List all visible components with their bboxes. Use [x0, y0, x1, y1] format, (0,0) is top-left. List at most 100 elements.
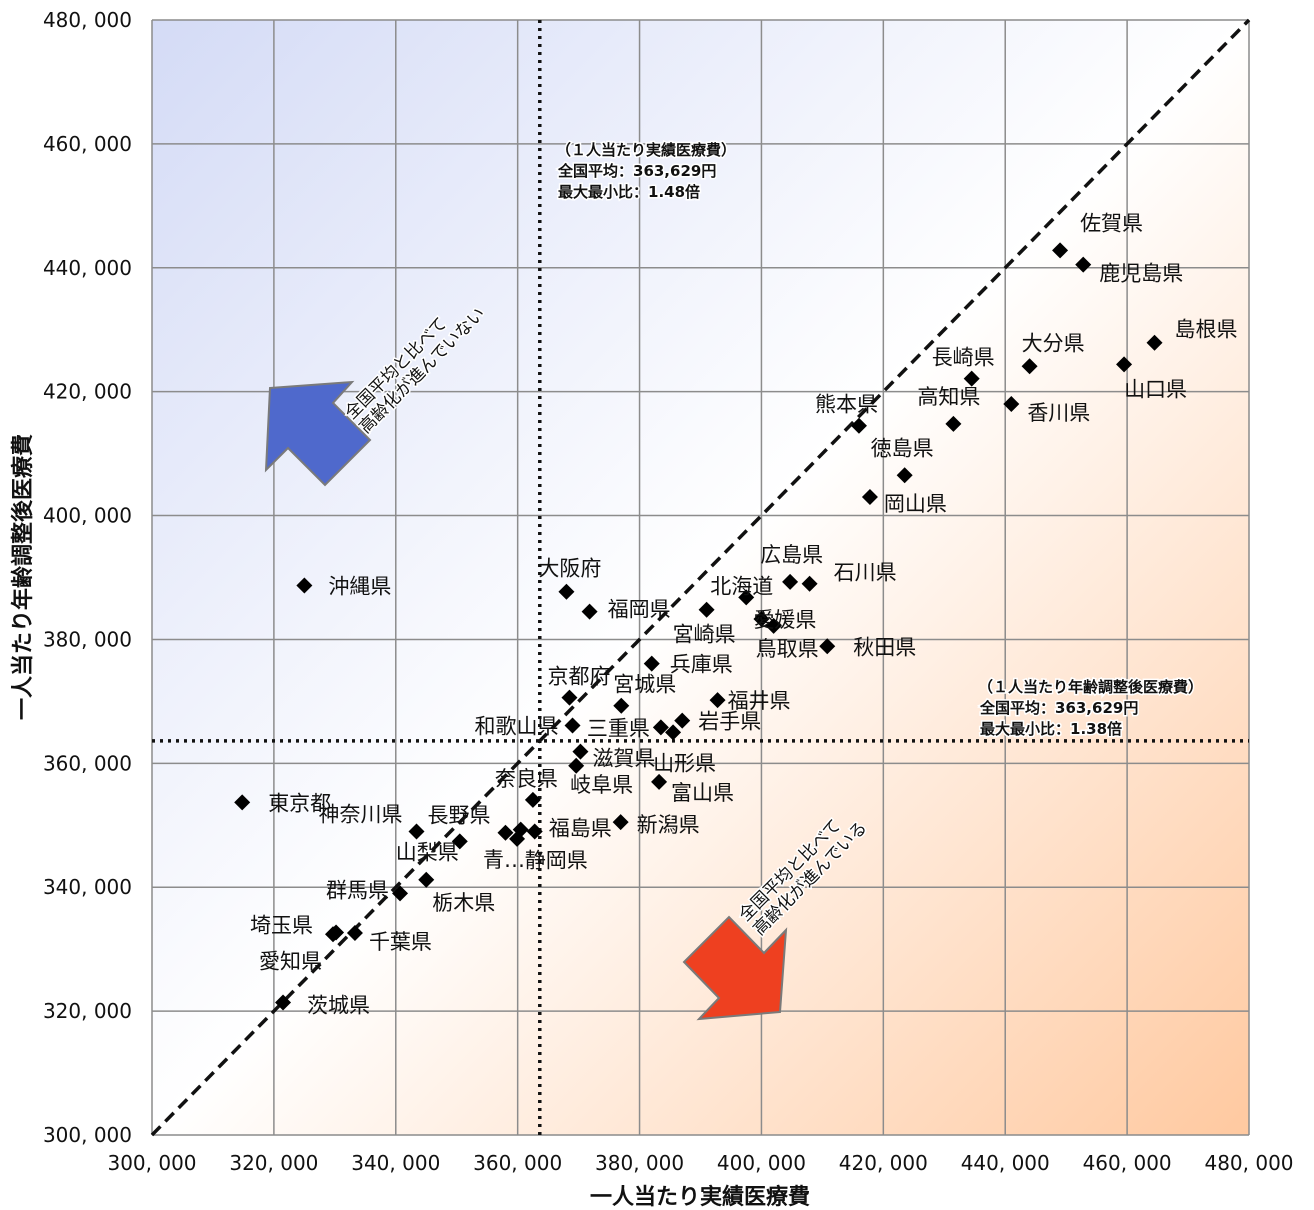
diagonal-reference-line: [150, 18, 1251, 1137]
x-mean-annotation-ratio: 最大最小比：1.48倍: [558, 183, 700, 201]
y-axis-title: 一人当たり年齢調整後医療費: [10, 434, 36, 720]
data-point-label: 静岡県: [525, 849, 588, 873]
y-mean-annotation-ratio: 最大最小比：1.38倍: [980, 720, 1122, 738]
y-tick-label: 340, 000: [43, 875, 132, 899]
y-tick-label: 300, 000: [43, 1123, 132, 1147]
data-point-marker: [801, 575, 818, 592]
data-point-marker: [526, 823, 543, 840]
y-tick-label: 440, 000: [43, 256, 132, 280]
y-mean-annotation-average: 全国平均：363,629円: [979, 699, 1138, 717]
data-point-marker: [1003, 396, 1020, 413]
x-mean-annotation: （１人当たり実績医療費） 全国平均：363,629円 最大最小比：1.48倍: [555, 140, 738, 203]
data-point-marker: [325, 926, 342, 943]
data-point-label: 新潟県: [637, 813, 700, 837]
data-point-marker: [738, 589, 755, 606]
data-point-marker: [1052, 242, 1069, 259]
data-point-label: 愛知県: [259, 949, 322, 973]
x-mean-annotation-average: 全国平均：363,629円: [557, 162, 716, 180]
x-tick-labels: 300, 000 320, 000 340, 000 360, 000 380, 000…: [107, 1151, 1293, 1175]
y-tick-label: 380, 000: [43, 627, 132, 651]
y-tick-label: 420, 000: [43, 380, 132, 404]
x-axis-title: 一人当たり実績医療費: [590, 1184, 810, 1210]
data-point-label: 埼玉県: [250, 913, 313, 937]
x-tick-label: 320, 000: [229, 1151, 318, 1175]
data-point-marker: [1021, 358, 1038, 375]
data-point-label: 滋賀県: [592, 747, 655, 771]
data-point-marker: [561, 689, 578, 706]
data-point-marker: [651, 773, 668, 790]
data-point-marker: [408, 823, 425, 840]
data-point-marker: [558, 583, 575, 600]
data-point-marker: [709, 692, 726, 709]
data-point-label: 愛媛県: [753, 608, 816, 632]
data-point-marker: [652, 719, 669, 736]
data-point-label: 石川県: [834, 561, 897, 585]
data-point-label: 奈良県: [495, 767, 558, 791]
data-point-marker: [275, 994, 292, 1011]
data-point-label: 佐賀県: [1080, 211, 1143, 235]
x-tick-label: 360, 000: [473, 1151, 562, 1175]
data-point-label: 香川県: [1027, 401, 1090, 425]
y-tick-label: 480, 000: [43, 8, 132, 32]
y-mean-annotation: （１人当たり年齢調整後医療費） 全国平均：363,629円 最大最小比：1.38…: [977, 677, 1205, 740]
data-point-marker: [782, 573, 799, 590]
data-point-marker: [861, 488, 878, 505]
data-point-marker: [765, 617, 782, 634]
data-point-marker: [963, 370, 980, 387]
data-point-label: 東京都: [268, 791, 331, 815]
data-point-label: 徳島県: [871, 436, 934, 460]
y-tick-label: 400, 000: [43, 504, 132, 528]
data-point-marker: [392, 885, 409, 902]
x-tick-label: 300, 000: [107, 1151, 196, 1175]
data-point-label: 大分県: [1022, 331, 1085, 355]
data-point-marker: [564, 717, 581, 734]
data-point-label: 宮城県: [613, 673, 676, 697]
data-point-label: 山形県: [653, 751, 716, 775]
data-point-label: 宮崎県: [673, 623, 736, 647]
data-point-label: 大阪府: [538, 557, 601, 581]
data-point-marker: [346, 925, 363, 942]
y-mean-annotation-title: （１人当たり年齢調整後医療費）: [978, 678, 1203, 696]
data-point-marker: [572, 743, 589, 760]
data-point-marker: [512, 821, 529, 838]
data-point-marker: [896, 467, 913, 484]
data-point-marker: [1116, 356, 1133, 373]
x-tick-label: 460, 000: [1083, 1151, 1172, 1175]
data-point-marker: [698, 601, 715, 618]
x-tick-label: 340, 000: [351, 1151, 440, 1175]
data-point-marker: [665, 724, 682, 741]
data-point-label: 鹿児島県: [1099, 262, 1183, 286]
grid: [151, 19, 1250, 1136]
data-point-label: 三重県: [587, 716, 650, 740]
data-point-marker: [497, 824, 514, 841]
data-point-label: 島根県: [1175, 318, 1238, 342]
data-point-label: 青…: [483, 848, 525, 872]
data-point-label: 高知県: [917, 385, 980, 409]
data-point-marker: [753, 611, 770, 628]
data-point-label: 和歌山県: [475, 715, 559, 739]
x-tick-label: 440, 000: [961, 1151, 1050, 1175]
data-point-label: 山口県: [1124, 377, 1187, 401]
red-arrow-icon: [682, 915, 788, 1021]
data-point-label: 鳥取県: [756, 637, 819, 661]
x-tick-label: 380, 000: [595, 1151, 684, 1175]
blue-arrow-icon: [264, 380, 372, 487]
x-tick-label: 400, 000: [717, 1151, 806, 1175]
data-point-marker: [613, 697, 630, 714]
data-point-marker: [418, 871, 435, 888]
data-point-marker: [568, 757, 585, 774]
data-point-marker: [819, 638, 836, 655]
data-point-label: 沖縄県: [328, 575, 391, 599]
data-point-marker: [1146, 334, 1163, 351]
y-tick-label: 320, 000: [43, 999, 132, 1023]
data-point-label: 北海道: [710, 574, 773, 598]
data-point-label: 福井県: [728, 689, 791, 713]
data-points: [234, 242, 1163, 1011]
data-point-label: 京都府: [547, 665, 610, 689]
reference-lines: [150, 18, 1251, 1137]
data-point-label: 神奈川県: [318, 802, 402, 826]
data-point-marker: [850, 417, 867, 434]
data-point-label: 富山県: [671, 781, 734, 805]
